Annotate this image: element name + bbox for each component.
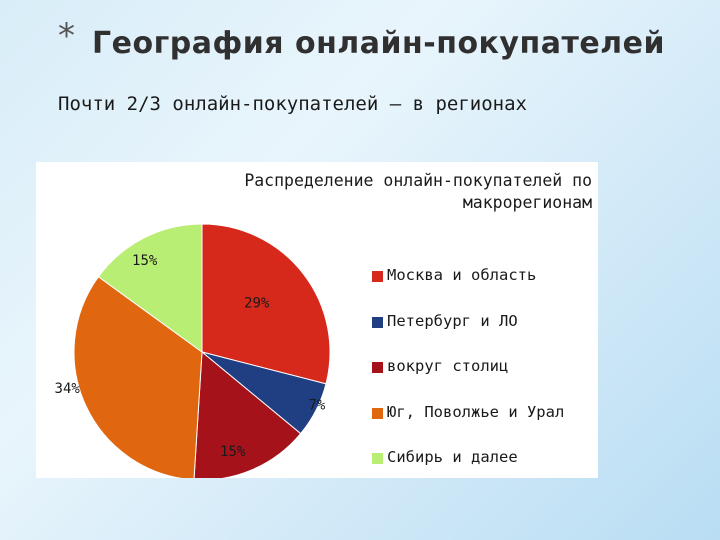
legend-item: вокруг столиц — [372, 357, 564, 403]
legend-swatch — [372, 407, 383, 419]
chart-title-line-1: Распределение онлайн-покупателей по — [244, 171, 592, 190]
legend-swatch — [372, 453, 383, 464]
legend-swatch — [372, 271, 383, 282]
bullet-star: * — [58, 16, 75, 56]
legend-item: Петербург и ЛО — [372, 312, 564, 358]
chart-area: Распределение онлайн-покупателей по макр… — [36, 162, 598, 478]
pie-chart: 29% 7% 15% 34% 15% — [55, 223, 331, 478]
chart-legend: Москва и область Петербург и ЛО вокруг сто… — [372, 266, 564, 494]
legend-label: Петербург и ЛО — [387, 311, 518, 330]
pie-slice — [97, 223, 203, 353]
legend-swatch — [372, 362, 383, 373]
slide-title: География онлайн-покупателей — [92, 26, 666, 61]
pie-data-label: 15% — [220, 444, 246, 460]
pie-data-label: 29% — [244, 295, 270, 311]
legend-label: Москва и область — [387, 266, 537, 284]
pie-data-label: 7% — [308, 398, 325, 414]
legend-label: вокруг столиц — [387, 357, 509, 375]
chart-title-line-2: макрорегионам — [462, 193, 592, 212]
legend-label: Юг, Поволжье и Урал — [387, 402, 565, 421]
legend-swatch — [372, 316, 383, 328]
pie-slice — [73, 276, 203, 478]
chart-title: Распределение онлайн-покупателей по макр… — [172, 170, 592, 214]
pie-data-label: 15% — [132, 253, 158, 269]
pie-slice — [193, 350, 302, 478]
legend-item: Юг, Поволжье и Урал — [372, 403, 564, 449]
slide-subtitle: Почти 2/3 онлайн-покупателей – в региона… — [58, 93, 527, 115]
pie-slice — [201, 223, 331, 385]
legend-label: Сибирь и далее — [387, 448, 518, 466]
pie-data-label: 34% — [55, 381, 81, 397]
legend-item: Москва и область — [372, 266, 564, 312]
legend-item: Сибирь и далее — [372, 448, 564, 494]
